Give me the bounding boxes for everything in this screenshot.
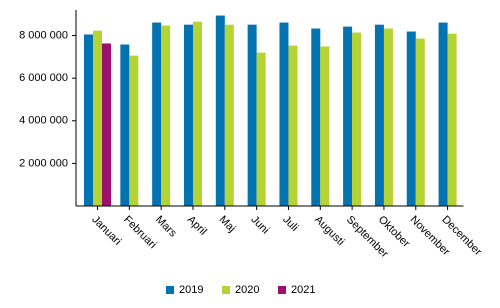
bar bbox=[256, 52, 266, 206]
x-tick-label: Januari bbox=[89, 214, 123, 248]
bar bbox=[279, 22, 289, 206]
bar bbox=[383, 28, 393, 206]
legend-label: 2021 bbox=[291, 284, 315, 296]
bar bbox=[415, 38, 425, 207]
y-tick-label: 6 000 000 bbox=[19, 72, 68, 84]
bar bbox=[247, 24, 257, 207]
bar bbox=[224, 24, 234, 207]
x-tick-label: Augusti bbox=[312, 214, 346, 248]
bar bbox=[438, 22, 448, 206]
y-tick-label: 4 000 000 bbox=[19, 115, 68, 127]
y-tick-label: 2 000 000 bbox=[19, 157, 68, 169]
bar bbox=[152, 22, 162, 206]
bar bbox=[343, 26, 353, 207]
x-tick-label: Maj bbox=[217, 214, 238, 235]
bar bbox=[320, 46, 330, 206]
bar bbox=[129, 55, 139, 206]
legend-swatch bbox=[222, 286, 230, 294]
y-tick-label: 8 000 000 bbox=[19, 29, 68, 41]
bar bbox=[102, 43, 112, 206]
legend-label: 2019 bbox=[179, 284, 203, 296]
legend-swatch bbox=[278, 286, 286, 294]
legend-swatch bbox=[166, 286, 174, 294]
x-tick-label: Juni bbox=[248, 214, 271, 237]
bar bbox=[311, 28, 321, 206]
bar bbox=[192, 21, 202, 206]
bar bbox=[84, 34, 94, 206]
bar bbox=[374, 24, 384, 207]
x-tick-label: Februari bbox=[121, 214, 158, 251]
bar bbox=[352, 32, 362, 206]
bar bbox=[215, 15, 225, 207]
x-tick-label: Juli bbox=[280, 214, 300, 234]
bar bbox=[120, 44, 130, 206]
bar bbox=[447, 33, 457, 206]
bar bbox=[161, 25, 171, 207]
bar bbox=[288, 45, 298, 206]
x-tick-label: Mars bbox=[153, 214, 179, 240]
legend-label: 2020 bbox=[235, 284, 259, 296]
bar bbox=[183, 24, 193, 207]
bar bbox=[93, 30, 103, 206]
bar bbox=[406, 31, 416, 206]
x-tick-label: April bbox=[185, 214, 209, 238]
